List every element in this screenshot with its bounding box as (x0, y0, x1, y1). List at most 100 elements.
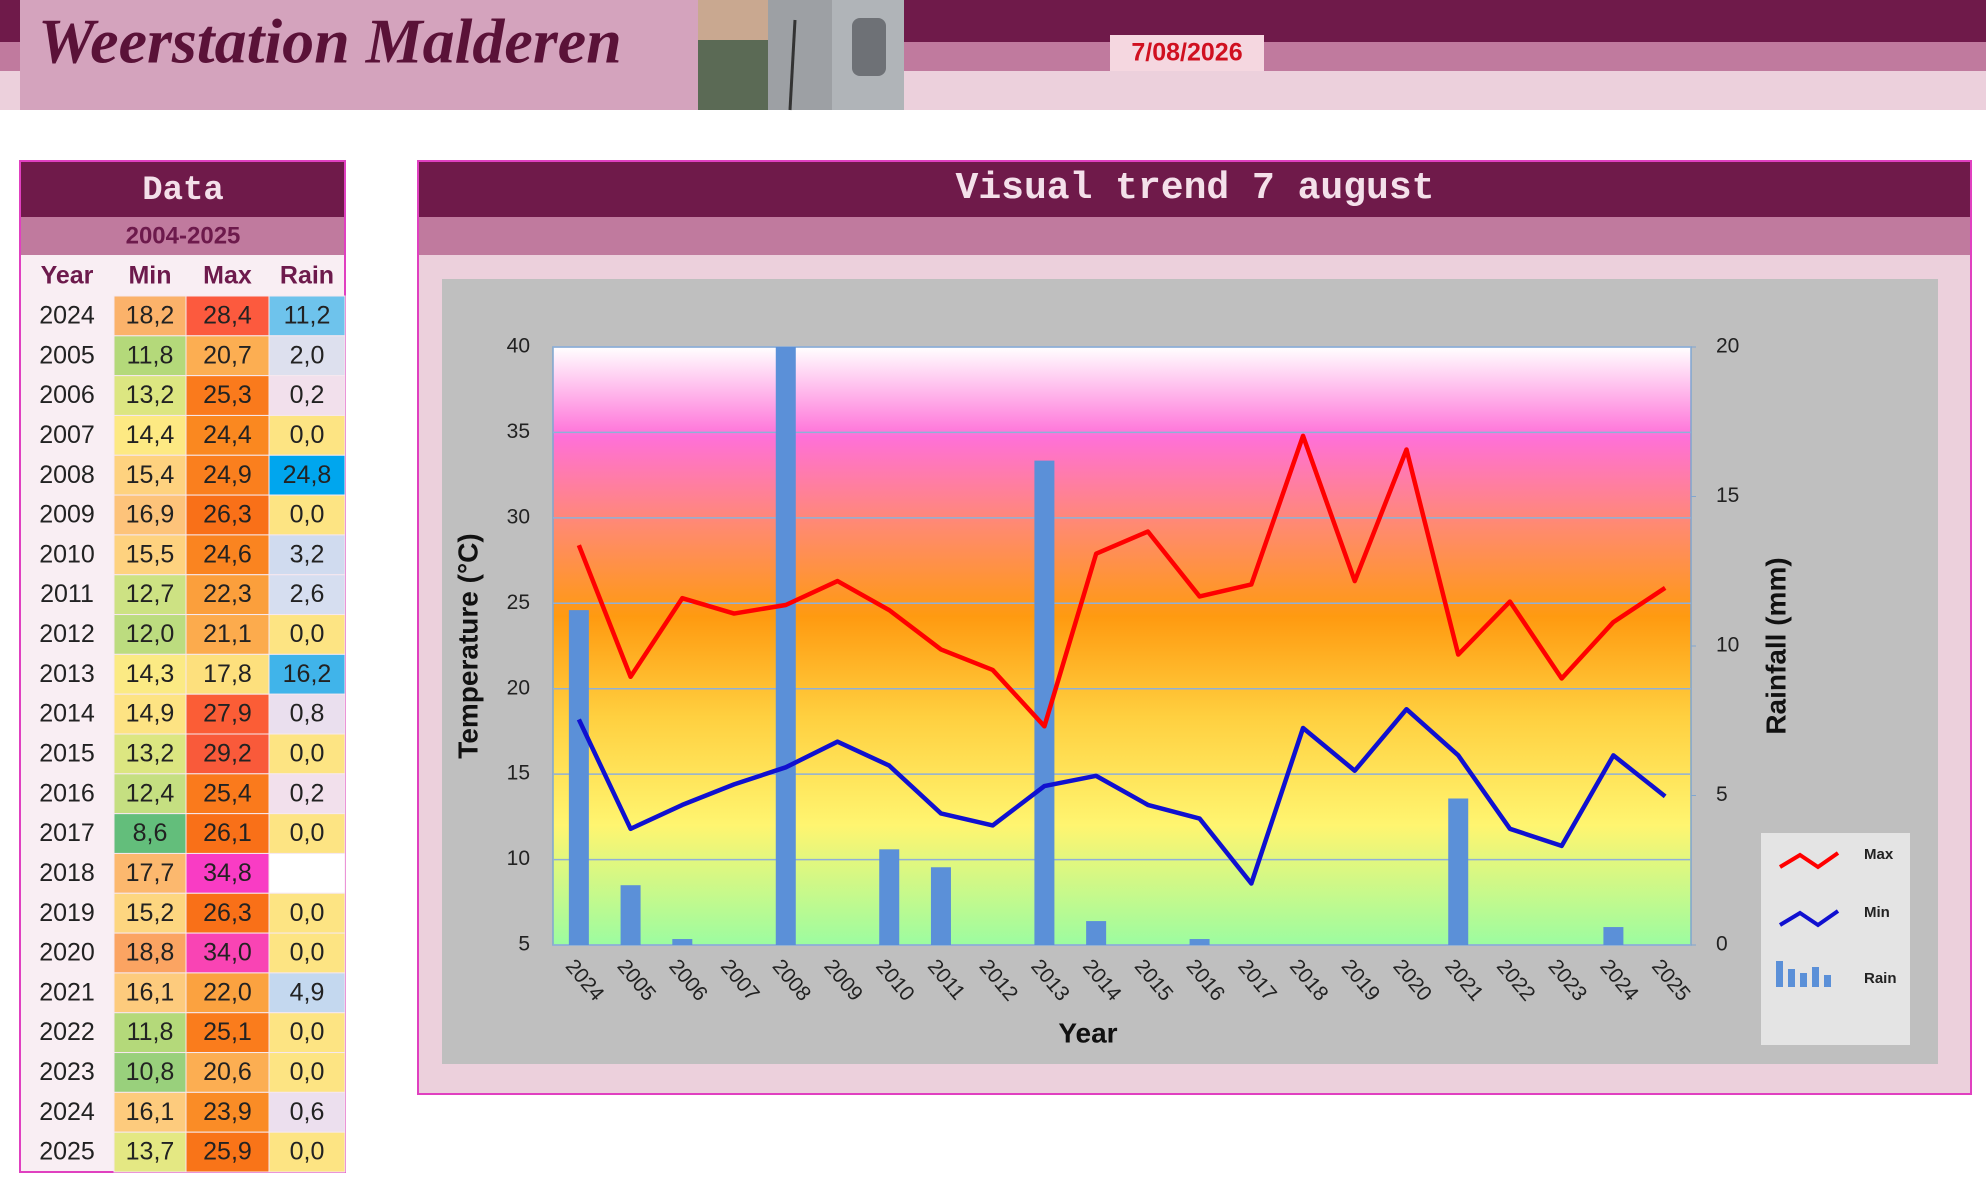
cell-bg (185, 972, 270, 1014)
year-cell: 2024 (39, 302, 95, 330)
cell-bg (268, 653, 346, 695)
cell-bg (268, 454, 346, 496)
cell-bg (268, 574, 346, 616)
column-header: Min (128, 262, 171, 290)
year-cell: 2017 (39, 819, 95, 847)
y-tick-label: 40 (507, 335, 530, 358)
y2-axis-title: Rainfall (mm) (1760, 557, 1791, 734)
rain-bar (672, 939, 693, 945)
table-period: 2004-2025 (126, 222, 241, 249)
cell-bg (268, 335, 346, 377)
value-cell: 0,0 (290, 501, 325, 529)
cell-bg (113, 1012, 187, 1054)
rain-bar (1086, 921, 1107, 945)
legend-icon (1788, 969, 1795, 987)
y2-tick-label: 10 (1716, 634, 1739, 657)
value-cell: 0,0 (290, 939, 325, 967)
value-cell: 18,8 (126, 939, 175, 967)
year-cell: 2012 (39, 620, 95, 648)
value-cell: 14,4 (126, 421, 175, 449)
cell-bg (113, 932, 187, 974)
y-tick-label: 35 (507, 420, 530, 443)
value-cell: 13,2 (126, 740, 175, 768)
chart-title: Visual trend 7 august (956, 167, 1435, 210)
cell-bg (113, 1091, 187, 1133)
cell-bg (268, 773, 346, 815)
cell-bg (268, 1052, 346, 1093)
legend-icon (1776, 961, 1783, 987)
y-tick-label: 10 (507, 847, 530, 870)
value-cell: 24,4 (203, 421, 252, 449)
year-cell: 2020 (39, 939, 95, 967)
value-cell: 11,2 (284, 302, 331, 330)
value-cell: 15,5 (126, 540, 175, 568)
value-cell: 16,9 (126, 501, 175, 529)
y2-tick-label: 5 (1716, 783, 1728, 806)
rain-bar (930, 867, 951, 945)
table-title: Data (142, 172, 224, 210)
cell-bg (113, 653, 187, 695)
cell-bg (268, 1131, 346, 1173)
value-cell: 11,8 (127, 1018, 174, 1046)
cell-bg (268, 972, 346, 1014)
value-cell: 0,0 (290, 1138, 325, 1166)
cell-bg (268, 852, 346, 894)
value-cell: 34,8 (203, 859, 252, 887)
year-cell: 2018 (39, 859, 95, 887)
column-header: Max (203, 262, 252, 290)
value-cell: 0,2 (290, 779, 325, 807)
cell-bg (113, 414, 187, 456)
value-cell: 34,0 (203, 939, 252, 967)
cell-bg (185, 494, 270, 536)
value-cell: 3,2 (290, 540, 325, 568)
value-cell: 12,0 (126, 620, 175, 648)
year-cell: 2010 (39, 540, 95, 568)
year-cell: 2025 (39, 1138, 95, 1166)
cell-bg (113, 693, 187, 735)
y-axis-title: Temperature (°C) (452, 533, 483, 758)
value-cell: 0,0 (290, 1058, 325, 1086)
value-cell: 26,3 (203, 501, 252, 529)
cell-bg (185, 852, 270, 894)
value-cell: 0,0 (290, 620, 325, 648)
cell-bg (268, 614, 346, 655)
cell-bg (185, 932, 270, 974)
value-cell: 13,7 (126, 1138, 175, 1166)
x-axis-title: Year (1058, 1017, 1117, 1048)
cell-bg (268, 932, 346, 974)
cell-bg (113, 454, 187, 496)
rain-bar (620, 885, 641, 945)
legend-icon (1824, 975, 1831, 987)
site-title: Weerstation Malderen (38, 6, 622, 77)
series-line (576, 706, 1667, 886)
value-cell: 0,8 (290, 700, 325, 728)
value-cell: 20,7 (203, 341, 252, 369)
value-cell: 26,1 (203, 819, 252, 847)
photo (788, 19, 797, 111)
table-subheader (21, 217, 344, 255)
legend-items: Max Min Rain (1776, 846, 1897, 987)
date-box (1110, 35, 1264, 71)
value-cell: 0,2 (290, 381, 325, 409)
value-cell: 0,0 (290, 421, 325, 449)
rain-bar (1189, 939, 1210, 945)
date: 7/08/2026 (1131, 39, 1242, 67)
value-cell: 10,8 (126, 1058, 175, 1086)
value-cell: 17,8 (203, 660, 252, 688)
y2-tick-label: 20 (1716, 335, 1739, 358)
rain-bar (879, 849, 900, 945)
value-cell: 12,7 (126, 580, 175, 608)
cell-bg (185, 813, 270, 854)
value-cell: 26,3 (203, 899, 252, 927)
value-cell: 22,0 (203, 978, 252, 1006)
cell-bg (185, 414, 270, 456)
y-tick-label: 15 (507, 762, 530, 785)
legend-label: Rain (1864, 970, 1897, 987)
value-cell: 2,6 (290, 580, 325, 608)
y-tick-label: 20 (507, 676, 530, 699)
cell-bg (185, 892, 270, 934)
cell-bg (185, 614, 270, 655)
value-cell: 15,2 (126, 899, 175, 927)
cell-bg (185, 335, 270, 377)
